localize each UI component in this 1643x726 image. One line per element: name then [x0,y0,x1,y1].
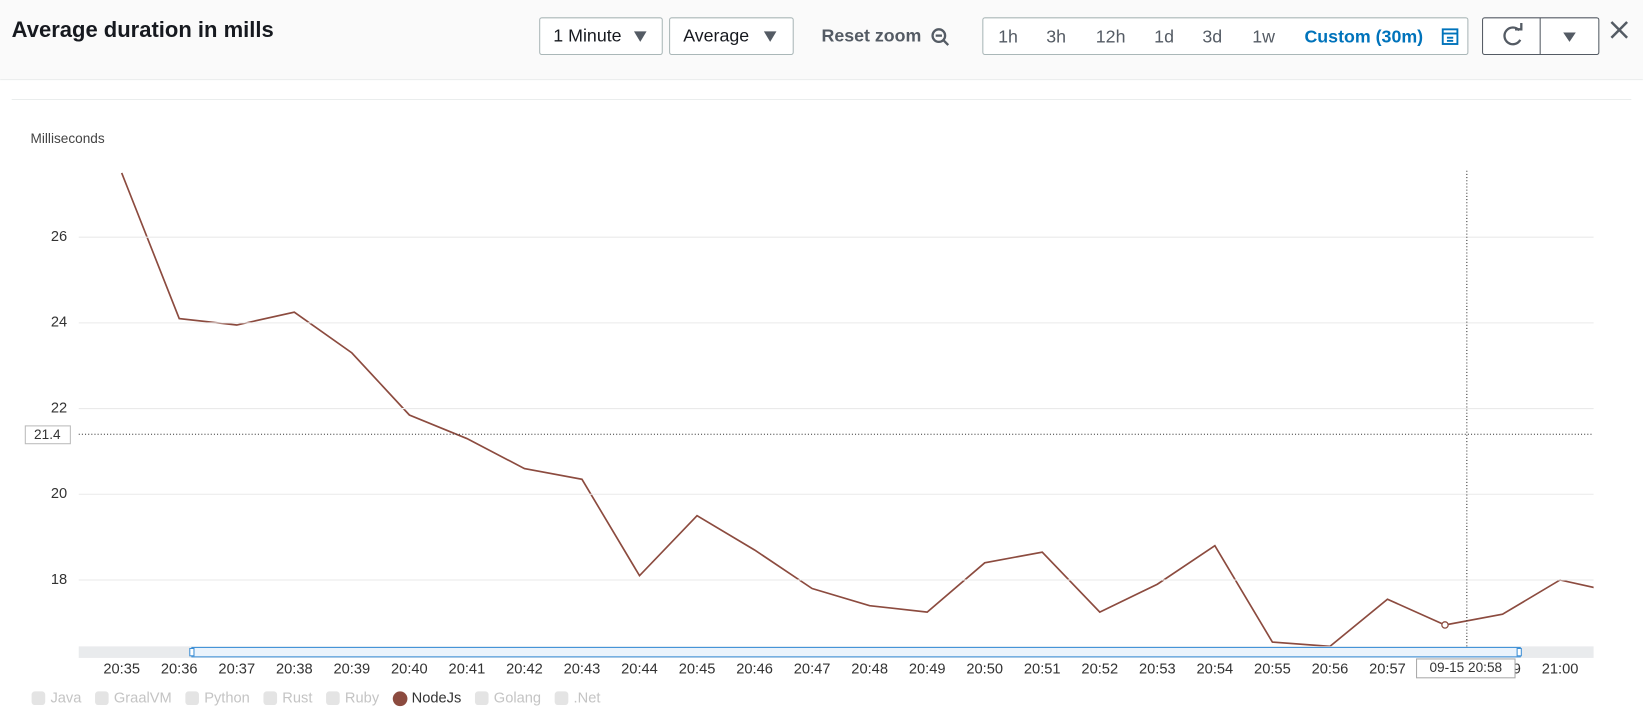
range-button[interactable]: 1d [1154,26,1174,46]
x-tick-label: 20:48 [851,661,888,677]
legend-label[interactable]: Rust [282,691,312,707]
x-tick-label: 20:53 [1139,661,1176,677]
range-handle [1516,647,1522,657]
legend-swatch[interactable] [474,691,489,706]
x-tick-label: 20:47 [794,661,831,677]
caret [633,31,647,42]
x-tick-label: 20:44 [621,661,658,677]
stat-dropdown[interactable]: Average [669,17,794,55]
dropdown-box[interactable] [539,17,663,55]
reset-zoom[interactable]: Reset zoom [822,25,922,45]
range-handle [189,647,195,657]
dropdown-label[interactable]: Average [683,25,749,45]
y-axis-label: Milliseconds [31,131,105,146]
x-tick-label: 21:00 [1542,661,1579,677]
legend-label[interactable]: NodeJs [412,691,462,707]
custom-range[interactable]: Custom (30m) [1304,26,1423,46]
dropdown-label[interactable]: 1 Minute [553,25,621,45]
legend-swatch[interactable] [185,691,199,706]
title: Average duration in mills [12,17,274,42]
range-button[interactable]: 12h [1096,26,1126,46]
caret [763,31,777,42]
tooltip: 09-15 20:58 [1429,660,1502,675]
legend-swatch[interactable] [95,691,109,706]
y-tick-label: 24 [51,315,67,331]
y-tick-label: 26 [51,229,67,245]
x-tick-label: 20:52 [1081,661,1118,677]
refresh-arrow [1515,23,1523,31]
x-tick-label: 20:35 [103,661,140,677]
range-button[interactable]: 1w [1252,26,1275,46]
x-tick-label: 20:40 [391,661,428,677]
x-tick-label: 20:54 [1197,661,1234,677]
x-tick-label: 20:43 [564,661,601,677]
legend-swatch[interactable] [554,691,569,706]
close-icon[interactable] [1610,21,1629,39]
series-line [120,172,1594,647]
range-button[interactable]: 3d [1202,26,1222,46]
x-tick-label: 20:45 [679,661,716,677]
x-tick-label: 20:50 [966,661,1003,677]
refresh-icon[interactable] [1503,26,1522,46]
hover-point [1441,621,1449,629]
legend-swatch[interactable] [31,691,46,706]
range-selection[interactable] [191,646,1521,658]
range-button[interactable]: 1h [998,26,1018,46]
legend-label[interactable]: Golang [494,691,541,707]
zoom-icon [931,28,950,46]
legend-label[interactable]: Python [204,691,250,707]
x-tick-label: 20:41 [449,661,486,677]
legend-swatch[interactable] [392,691,408,707]
legend-swatch[interactable] [326,691,340,706]
legend-swatch[interactable] [263,691,278,706]
y-tick-label: 22 [51,400,67,416]
x-tick-label: 20:55 [1254,661,1291,677]
y-tick-label: 20 [51,486,67,502]
legend-label[interactable]: GraalVM [114,691,172,707]
x-tick-label: 20:39 [333,661,370,677]
calendar-icon [1441,28,1459,45]
x-tick-label: 20:57 [1369,661,1406,677]
x-tick-label: 20:56 [1312,661,1349,677]
crosshair-label-box [24,425,71,445]
x-tick-label: 20:51 [1024,661,1061,677]
legend-label[interactable]: Java [50,691,82,707]
x-tick-label: 20:46 [736,661,773,677]
range-group [982,17,1469,55]
y-tick-label: 18 [51,572,67,588]
legend-label[interactable]: .Net [574,691,601,707]
range-button[interactable]: 3h [1046,26,1066,46]
crosshair-label: 21.4 [34,427,61,442]
dropdown-box[interactable] [669,17,794,55]
legend-label[interactable]: Ruby [345,691,380,707]
x-tick-label: 20:38 [276,661,313,677]
x-tick-label: 20:49 [909,661,946,677]
x-tick-label: 20:42 [506,661,543,677]
caret[interactable] [1563,32,1576,42]
x-tick-label: 20:36 [161,661,198,677]
tooltip-box [1416,658,1516,679]
period-dropdown[interactable]: 1 Minute [539,17,663,55]
x-tick-label: 20:37 [218,661,255,677]
